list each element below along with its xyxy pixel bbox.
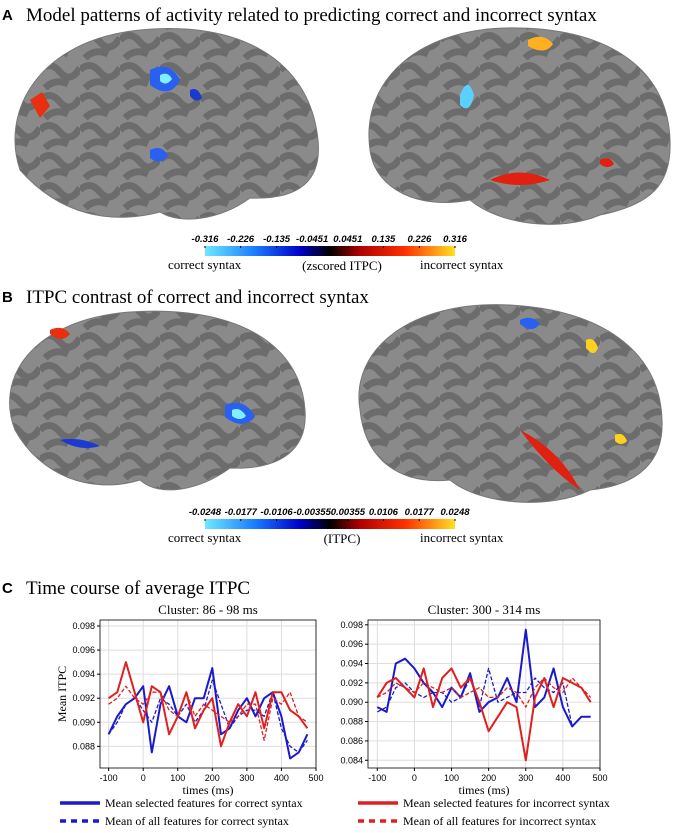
legend: Mean selected features for correct synta… [60,796,610,828]
colorbar-tick-label: -0.00355 [293,507,331,518]
colorbar-tick-label: 0.135 [372,234,396,245]
panels: A Model patterns of activity related to p… [2,5,597,599]
y-tick-label: 0.094 [72,669,95,679]
brain-right-a [368,27,671,225]
panel-title: Model patterns of activity related to pr… [26,5,597,26]
brain-left-a [14,28,319,220]
x-tick-label: 0 [412,773,417,783]
panel-label: A [2,7,13,24]
colorbar-center-label: (ITPC) [324,531,361,546]
y-tick-label: 0.088 [340,717,363,727]
y-tick-label: 0.084 [340,755,363,765]
colorbar-right-label: incorrect syntax [420,257,504,272]
colorbar [205,246,455,256]
chart-title: Cluster: 300 - 314 ms [428,602,541,617]
colorbar [205,519,455,529]
legend-label: Mean selected features for incorrect syn… [403,796,610,810]
colorbar-tick-label: 0.0177 [405,507,435,518]
y-tick-label: 0.090 [72,717,95,727]
colorbar-tick-label: -0.226 [227,234,255,245]
series-line [377,667,591,728]
y-tick-label: 0.086 [340,736,363,746]
colorbar-tick-label: 0.0248 [440,507,470,518]
colorbar-center-label: (zscored ITPC) [302,258,382,273]
colorbar-tick-label: -0.0451 [296,234,328,245]
y-tick-label: 0.088 [72,741,95,751]
y-tick-label: 0.092 [340,678,363,688]
chart-title: Cluster: 86 - 98 ms [158,602,258,617]
legend-label: Mean of all features for incorrect synta… [403,814,596,828]
panel-title: Time course of average ITPC [26,578,250,599]
x-axis-label: times (ms) [459,783,510,797]
colorbar-tick-label: -0.316 [192,234,220,245]
y-axis-label: Mean ITPC [55,666,69,722]
series-line [108,679,308,754]
panel-label: B [2,289,13,306]
x-tick-label: -100 [368,773,386,783]
brain-right-b [358,304,663,503]
x-tick-label: 200 [205,773,220,783]
x-tick-label: 200 [481,773,496,783]
colorbar-tick-label: -0.135 [263,234,291,245]
y-tick-label: 0.096 [72,645,95,655]
colorbar-tick-label: 0.0106 [369,507,399,518]
colorbar-tick-label: -0.0177 [225,507,258,518]
x-tick-label: -100 [100,773,118,783]
colorbar-tick-label: -0.0106 [260,507,293,518]
x-tick-label: 100 [444,773,459,783]
x-tick-label: 100 [170,773,185,783]
x-tick-label: 0 [141,773,146,783]
x-tick-label: 500 [592,773,607,783]
panel-label: C [2,580,13,597]
plot-frame [367,619,601,769]
colorbar-tick-label: 0.316 [443,234,467,245]
y-tick-label: 0.090 [340,697,363,707]
x-axis-label: times (ms) [183,783,234,797]
series-line [108,685,308,741]
brain-left-b [9,310,306,491]
colorbar-tick-label: 0.0451 [333,234,362,245]
x-tick-label: 400 [274,773,289,783]
x-tick-label: 500 [308,773,323,783]
colorbar-tick-label: 0.00355 [331,507,366,518]
colorbar-left-label: correct syntax [168,257,242,272]
y-tick-label: 0.092 [72,693,95,703]
y-tick-label: 0.096 [340,639,363,649]
series-line [108,661,309,748]
x-tick-label: 400 [555,773,570,783]
y-tick-label: 0.098 [72,621,95,631]
legend-label: Mean selected features for correct synta… [105,796,303,810]
x-tick-label: 300 [518,773,533,783]
series-line [376,667,592,762]
colorbar-right-label: incorrect syntax [420,530,504,545]
colorbar-tick-label: -0.0248 [189,507,222,518]
panel-title: ITPC contrast of correct and incorrect s… [26,287,369,308]
legend-label: Mean of all features for correct syntax [105,814,289,828]
series-line [376,628,591,728]
colorbar-left-label: correct syntax [168,530,242,545]
y-tick-label: 0.098 [340,620,363,630]
colorbar-tick-label: 0.226 [408,234,432,245]
series-line [376,677,592,708]
x-tick-label: 300 [239,773,254,783]
y-tick-label: 0.094 [340,659,363,669]
plot-frame [99,619,317,769]
charts: Cluster: 86 - 98 ms -100 0 100 200 300 400 500 0… [55,602,608,797]
